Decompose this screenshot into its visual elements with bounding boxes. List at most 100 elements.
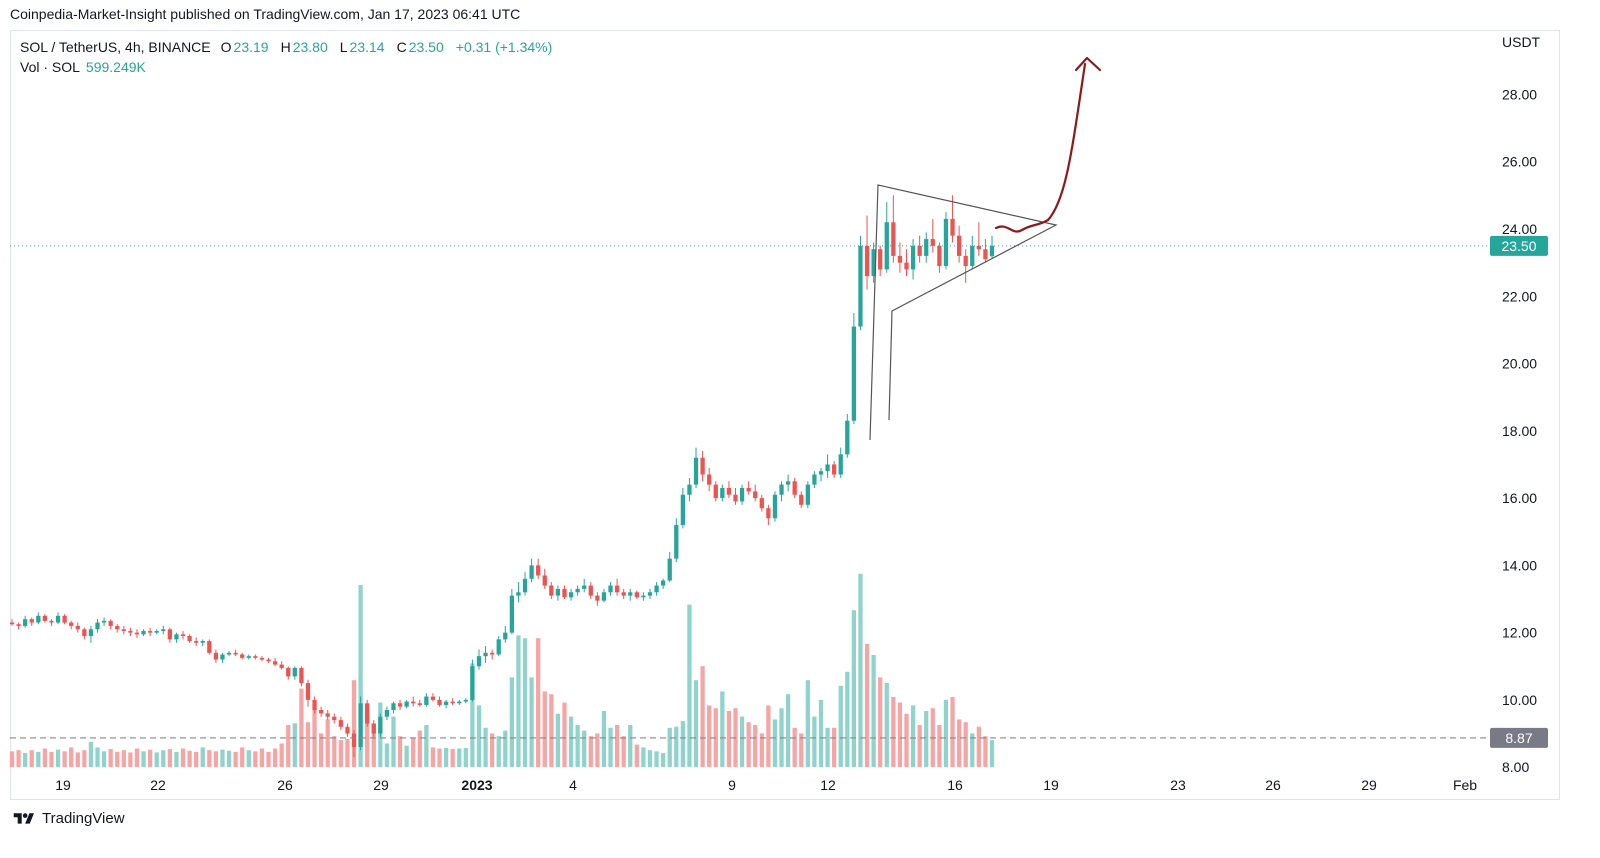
volume-bar	[562, 702, 567, 767]
volume-bar	[785, 694, 791, 767]
candle-body	[36, 615, 41, 623]
volume-bar	[496, 736, 501, 767]
candle-body	[674, 525, 679, 559]
y-tick-label: 10.00	[1502, 692, 1537, 708]
candle-body	[88, 629, 94, 636]
x-tick-label: 16	[947, 777, 963, 793]
volume-bar	[766, 705, 771, 767]
candle-body	[733, 494, 738, 502]
volume-bar	[575, 725, 580, 767]
candle-body	[582, 585, 587, 589]
candle-body	[286, 667, 291, 677]
candle-body	[746, 488, 751, 492]
candle-body	[680, 494, 686, 525]
volume-bar	[194, 751, 199, 767]
candle-body	[739, 488, 745, 502]
volume-bar	[864, 643, 870, 767]
x-tick-label: Feb	[1453, 777, 1477, 793]
volume-bar	[897, 702, 903, 767]
candle-body	[207, 641, 212, 653]
candle-body	[424, 696, 429, 705]
y-tick-label: 28.00	[1502, 86, 1537, 102]
candle-body	[983, 249, 988, 260]
candle-body	[878, 249, 883, 270]
volume-bar	[82, 750, 87, 767]
volume-bar	[470, 663, 475, 767]
candle-body	[457, 701, 462, 704]
volume-bar	[845, 671, 850, 767]
volume-bar	[167, 749, 172, 767]
volume-bar	[213, 751, 219, 767]
x-tick-label: 26	[1265, 777, 1281, 793]
candle-body	[522, 578, 528, 593]
candle-body	[917, 245, 922, 256]
volume-bar	[457, 748, 462, 767]
candle-body	[200, 641, 205, 643]
candle-body	[832, 464, 837, 475]
volume-bar	[134, 748, 140, 767]
candle-body	[147, 630, 153, 633]
candle-body	[443, 701, 449, 705]
candle-body	[49, 620, 54, 623]
candle-body	[753, 491, 758, 499]
candle-body	[897, 255, 903, 263]
volume-bar	[707, 705, 712, 767]
volume-bar	[720, 691, 725, 767]
volume-bar	[595, 733, 600, 767]
volume-bar	[529, 677, 534, 767]
volume-bar	[16, 750, 21, 767]
candle-body	[792, 481, 797, 495]
candle-body	[411, 701, 416, 704]
candle-body	[799, 494, 804, 505]
volume-bar	[417, 730, 422, 767]
volume-bar	[674, 726, 679, 767]
volume-bar	[522, 638, 528, 767]
volume-bar	[759, 733, 764, 767]
volume-bar	[286, 725, 291, 767]
tradingview-wordmark: TradingView	[42, 810, 125, 827]
candle-body	[312, 699, 317, 710]
candle-body	[720, 488, 725, 499]
volume-bar	[976, 726, 981, 767]
volume-bar	[69, 747, 74, 767]
volume-bar	[509, 677, 515, 767]
candle-body	[838, 454, 843, 475]
volume-bar	[318, 733, 324, 767]
volume-bar	[963, 722, 968, 767]
legend-open: O 23.19	[220, 39, 269, 55]
candle-body	[812, 474, 817, 485]
volume-bar	[62, 751, 67, 767]
candle-body	[253, 656, 258, 658]
volume-bar	[424, 725, 429, 767]
y-tick-label: 18.00	[1502, 423, 1537, 439]
volume-bar	[503, 730, 508, 767]
volume-bar	[259, 748, 265, 767]
volume-bar	[641, 747, 646, 767]
candle-body	[325, 713, 330, 717]
candle-body	[154, 630, 159, 633]
volume-bar	[95, 747, 100, 767]
volume-bar	[476, 705, 482, 767]
volume-bar	[812, 716, 817, 767]
candle-body	[213, 652, 219, 660]
volume-bar	[23, 753, 28, 767]
volume-bar	[858, 573, 863, 767]
candle-body	[654, 585, 659, 593]
volume-bar	[253, 751, 258, 767]
candle-body	[568, 592, 574, 598]
candle-body	[318, 710, 324, 714]
volume-bar	[305, 722, 311, 767]
candle-body	[174, 634, 179, 640]
candle-body	[259, 657, 265, 660]
candle-body	[825, 464, 830, 472]
volume-bar	[450, 749, 455, 767]
legend-symbol[interactable]: SOL / TetherUS, 4h, BINANCE	[20, 39, 211, 55]
tradingview-brand[interactable]: TradingView	[12, 810, 125, 827]
volume-bar	[88, 741, 94, 767]
volume-bar	[904, 713, 909, 767]
candle-body	[956, 235, 962, 256]
legend-change: +0.31 (+1.34%)	[455, 39, 553, 55]
candle-body	[667, 558, 672, 581]
candle-body	[470, 666, 475, 700]
